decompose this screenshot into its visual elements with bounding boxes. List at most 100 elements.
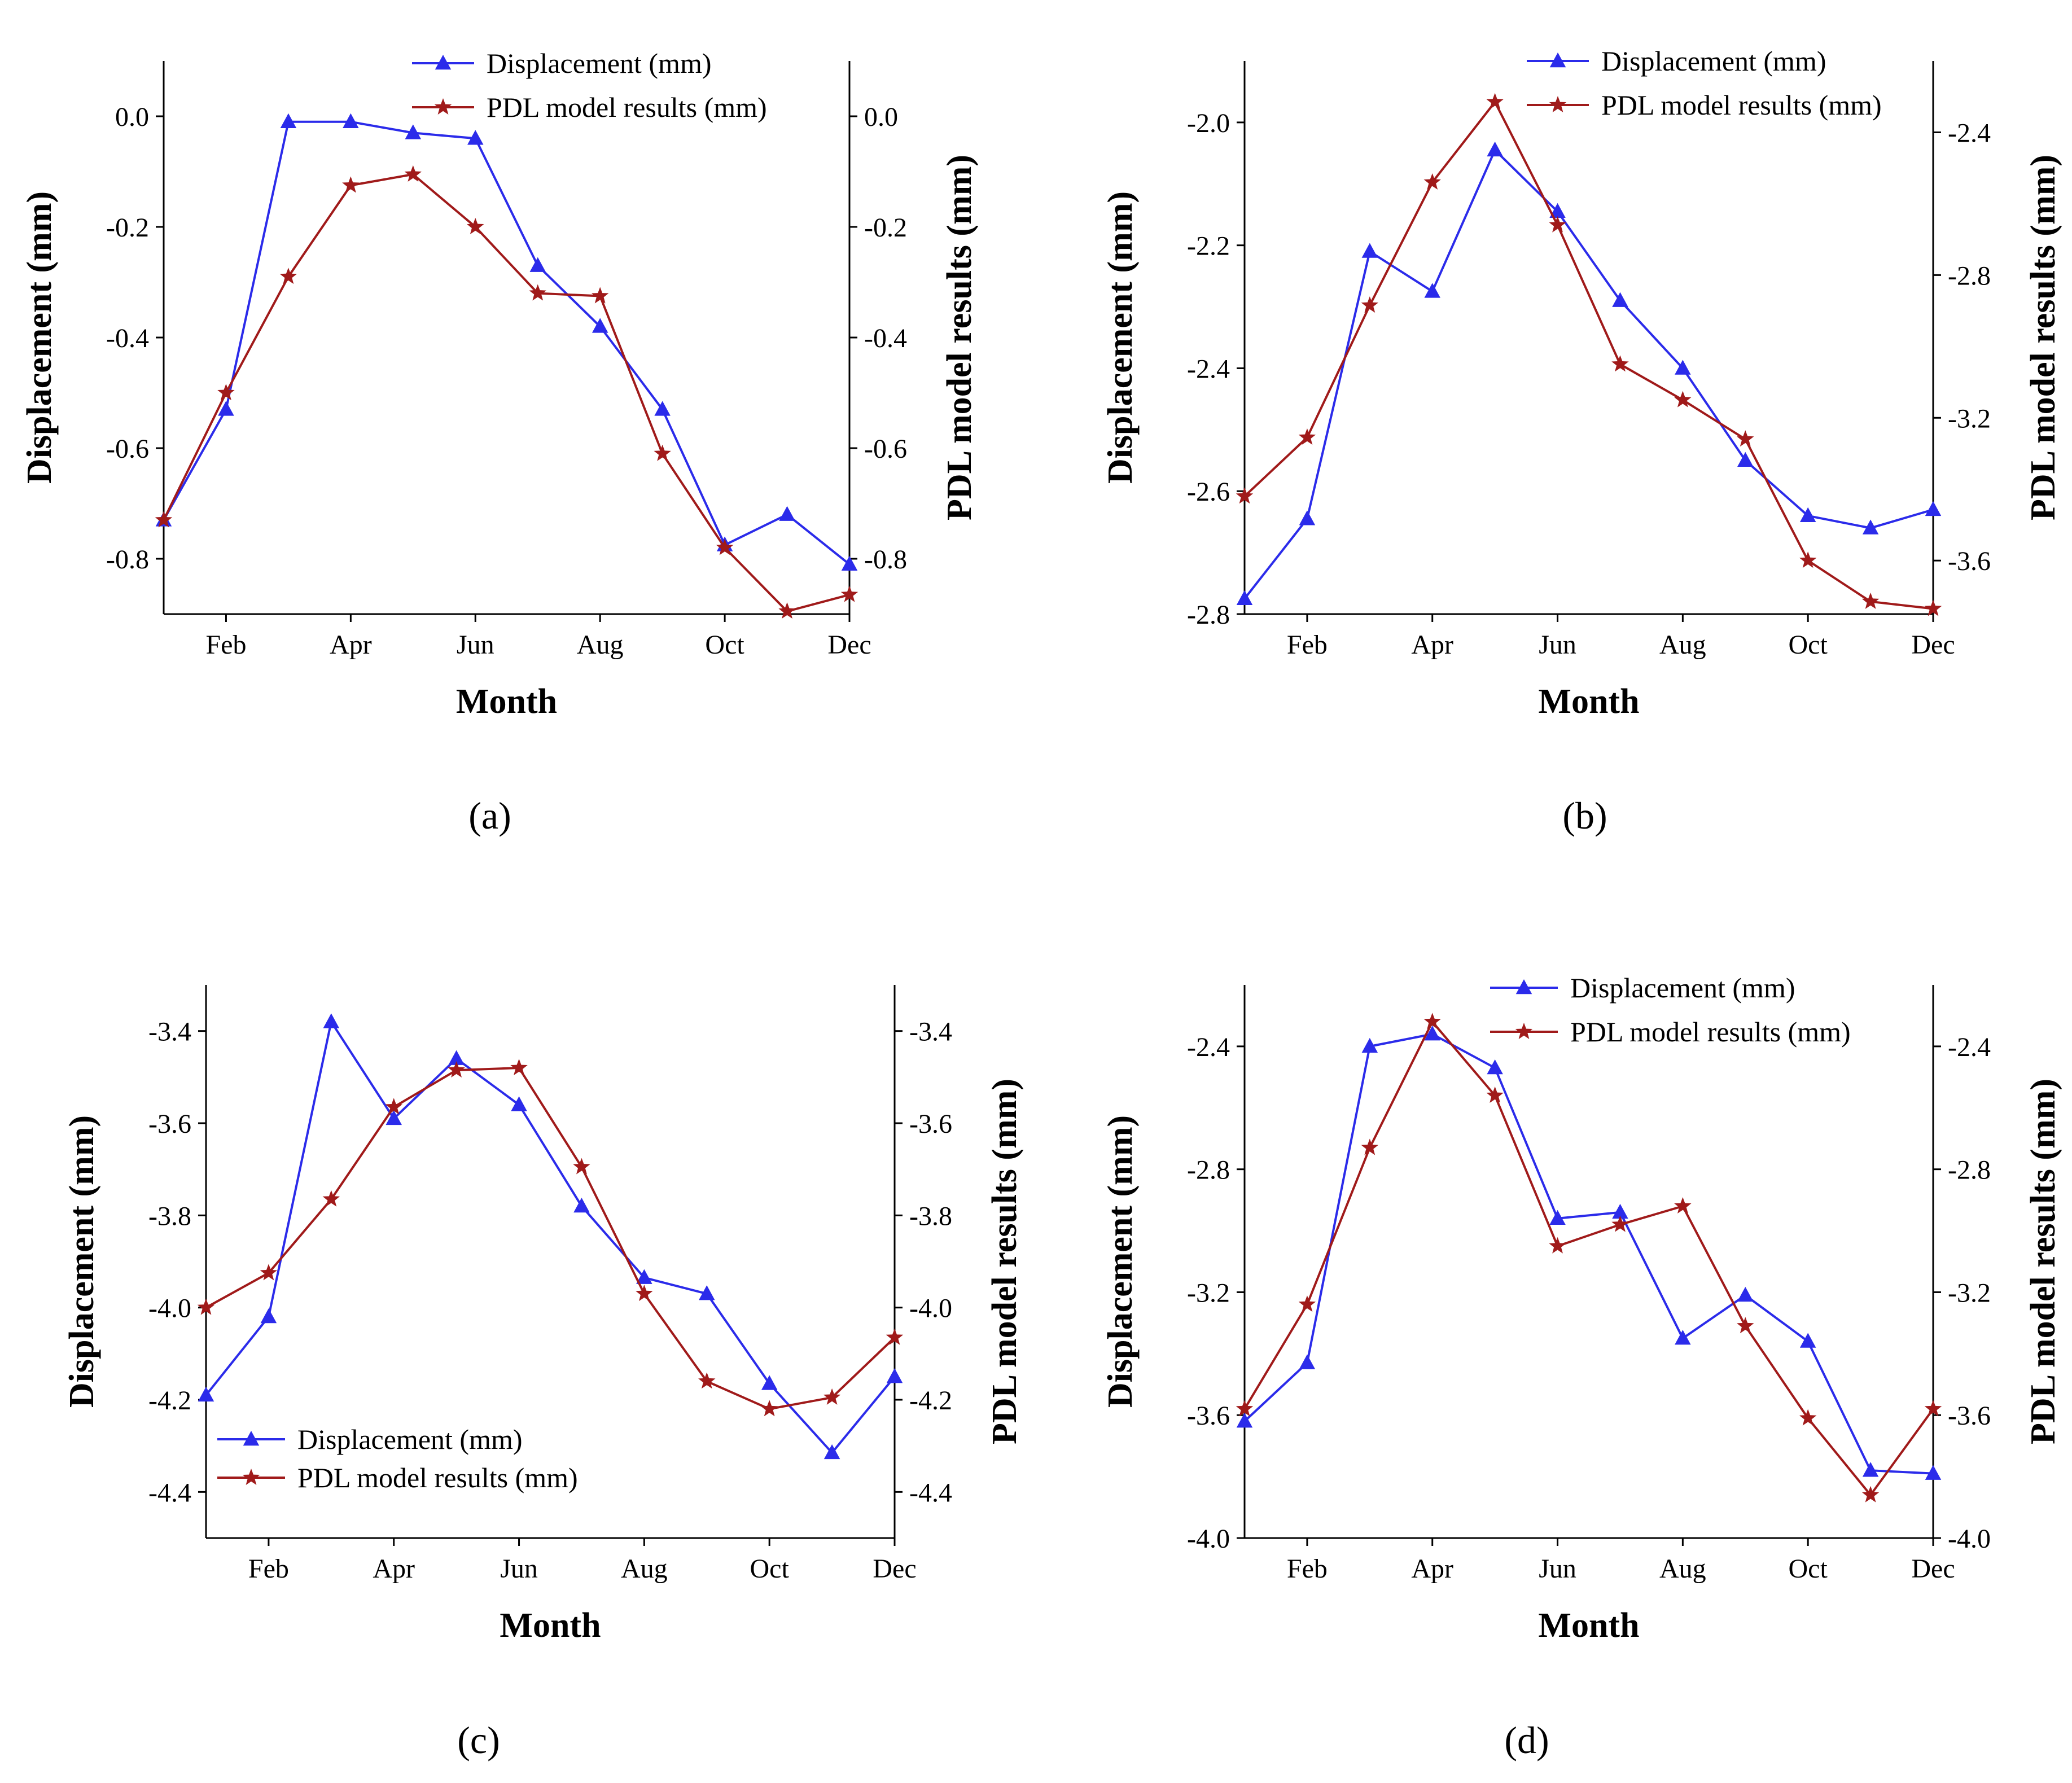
panel-a-right-tick-label: 0.0 — [864, 102, 898, 132]
panel-b-data-point — [1423, 173, 1441, 190]
panel-b-data-point — [1612, 292, 1628, 307]
panel-a-series-line — [163, 120, 851, 566]
panel-d-data-point — [1549, 1210, 1566, 1225]
panel-d-data-point — [1361, 1037, 1378, 1053]
panel-c-right-tick-label: -3.4 — [909, 1017, 952, 1047]
panel-b-left-tick-label: -2.6 — [1187, 477, 1230, 507]
panel-a-legend: Displacement (mm) PDL model results (mm) — [412, 47, 767, 123]
panel-b-data-point — [1361, 243, 1378, 258]
panel-b-x-axis-title: Month — [1538, 682, 1639, 721]
panel-d-data-point — [1799, 1409, 1817, 1426]
panel-a-right-tick-label: -0.8 — [864, 545, 907, 575]
panel-b-x-tick-label: Dec — [1911, 630, 1955, 660]
panel-c-series-line — [205, 1066, 896, 1410]
panel-c-x-tick-label: Apr — [373, 1554, 415, 1584]
panel-a-legend-marker — [435, 55, 452, 70]
panel-c-legend-entry: PDL model results (mm) — [297, 1462, 578, 1493]
panel-c-data-point — [573, 1158, 590, 1175]
panel-d-data-point — [1236, 1400, 1254, 1417]
panel-d-data-point — [1924, 1400, 1942, 1417]
panel-a-x-tick-label: Feb — [205, 630, 246, 660]
panel-c-right-axis-title: PDL model results (mm) — [985, 1079, 1024, 1444]
panel-d-legend-entry: Displacement (mm) — [1570, 972, 1795, 1004]
panel-d-series-pdl-model — [1236, 1013, 1942, 1502]
panel-b-data-point — [1675, 360, 1691, 375]
panel-d-data-point — [1611, 1215, 1629, 1232]
panel-c-x-tick-label: Oct — [750, 1554, 790, 1584]
panel-a-series-pdl-model — [155, 165, 858, 619]
panel-a-data-point — [654, 444, 671, 461]
panel-d-data-point — [1236, 1413, 1253, 1428]
panel-d-data-point — [1799, 1333, 1816, 1348]
panel-a-legend-entry: PDL model results (mm) — [487, 91, 767, 123]
panel-b-left-axis-title: Displacement (mm) — [1101, 191, 1140, 484]
panel-a-data-point — [840, 585, 858, 602]
panel-a-left-tick-label: 0.0 — [115, 102, 149, 132]
panel-a-data-point — [778, 602, 796, 619]
panel-d-data-point — [1925, 1465, 1942, 1480]
panel-c-series-displacement — [198, 1013, 903, 1460]
panel-c-right-tick-label: -4.4 — [909, 1478, 952, 1508]
panel-c-data-point — [448, 1061, 465, 1078]
panel-a-left-tick-label: -0.2 — [106, 213, 149, 243]
panel-d-data-point — [1424, 1026, 1440, 1041]
panel-d-series-displacement — [1236, 1026, 1942, 1480]
panel-d-label: (d) — [1504, 1719, 1549, 1762]
panel-c-data-point — [323, 1013, 340, 1028]
panel-b-data-point — [1925, 501, 1942, 516]
panel-b-series-displacement — [1236, 141, 1942, 606]
panel-d-series-line — [1243, 1033, 1934, 1475]
panel-a-data-point — [529, 257, 546, 272]
panel-c-data-point — [699, 1285, 715, 1300]
panel-a-data-point — [591, 287, 609, 304]
panel-a-series-displacement — [155, 113, 858, 571]
panel-d-legend: Displacement (mm) PDL model results (mm) — [1490, 972, 1851, 1048]
panel-d-data-point — [1361, 1138, 1379, 1155]
panel-a-x-axis-title: Month — [456, 682, 557, 721]
panel-a-left-tick-label: -0.6 — [106, 434, 149, 464]
panel-c-data-point — [260, 1264, 278, 1281]
panel-d-x-tick-label: Aug — [1659, 1554, 1706, 1584]
panel-d-data-point — [1486, 1087, 1504, 1103]
panel-a-series-line — [163, 173, 850, 613]
panel-d-data-point — [1299, 1354, 1316, 1369]
panel-a-left-tick-label: -0.8 — [106, 545, 149, 575]
panel-a-x-tick-label: Aug — [577, 630, 624, 660]
panel-d-data-point — [1862, 1462, 1879, 1477]
panel-c-left-tick-label: -4.0 — [148, 1294, 191, 1324]
panel-c-right-tick-label: -3.8 — [909, 1201, 952, 1231]
panel-b-x-tick-label: Oct — [1789, 630, 1828, 660]
panel-d-legend-marker — [1515, 1023, 1533, 1039]
panel-b-data-point — [1236, 590, 1253, 606]
panel-c-x-tick-label: Aug — [621, 1554, 668, 1584]
panel-d-data-point — [1737, 1317, 1754, 1334]
panel-a-data-point — [716, 538, 734, 555]
panel-c-data-point — [197, 1298, 215, 1315]
panel-a-x-tick-label: Oct — [705, 630, 744, 660]
panel-b-x-tick-label: Feb — [1287, 630, 1328, 660]
panel-d-data-point — [1423, 1013, 1441, 1030]
panel-a-data-point — [279, 268, 297, 284]
panel-a-data-point — [467, 218, 484, 234]
panel-b-legend-marker — [1549, 52, 1566, 68]
panel-d-x-tick-label: Dec — [1911, 1554, 1955, 1584]
panel-d-left-tick-label: -3.6 — [1187, 1401, 1230, 1431]
panel-a-chart: Feb Apr Jun Aug Oct Dec 0.0 -0.2 -0.4 -0.6 -0.8 0.0… — [20, 47, 979, 837]
panel-c-x-tick-label: Dec — [873, 1554, 916, 1584]
panel-b-series-line — [1243, 148, 1934, 600]
panel-d-x-tick-label: Oct — [1789, 1554, 1828, 1584]
panel-b-data-point — [1862, 519, 1879, 535]
panel-c-left-tick-label: -4.2 — [148, 1386, 191, 1416]
panel-b-data-point — [1549, 203, 1566, 218]
panel-a-data-point — [467, 130, 484, 145]
panel-c-x-tick-label: Jun — [500, 1554, 538, 1584]
panel-b-label: (b) — [1562, 794, 1607, 837]
panel-b-data-point — [1737, 430, 1754, 447]
panel-a-label: (a) — [468, 794, 511, 837]
panel-d-legend-marker — [1515, 979, 1532, 995]
panel-c-data-point — [386, 1110, 402, 1125]
panel-b-data-point — [1299, 510, 1316, 525]
panel-b-data-point — [1424, 283, 1440, 298]
panel-b-right-tick-label: -2.4 — [1948, 118, 1991, 148]
panel-d-right-tick-label: -3.6 — [1948, 1401, 1991, 1431]
